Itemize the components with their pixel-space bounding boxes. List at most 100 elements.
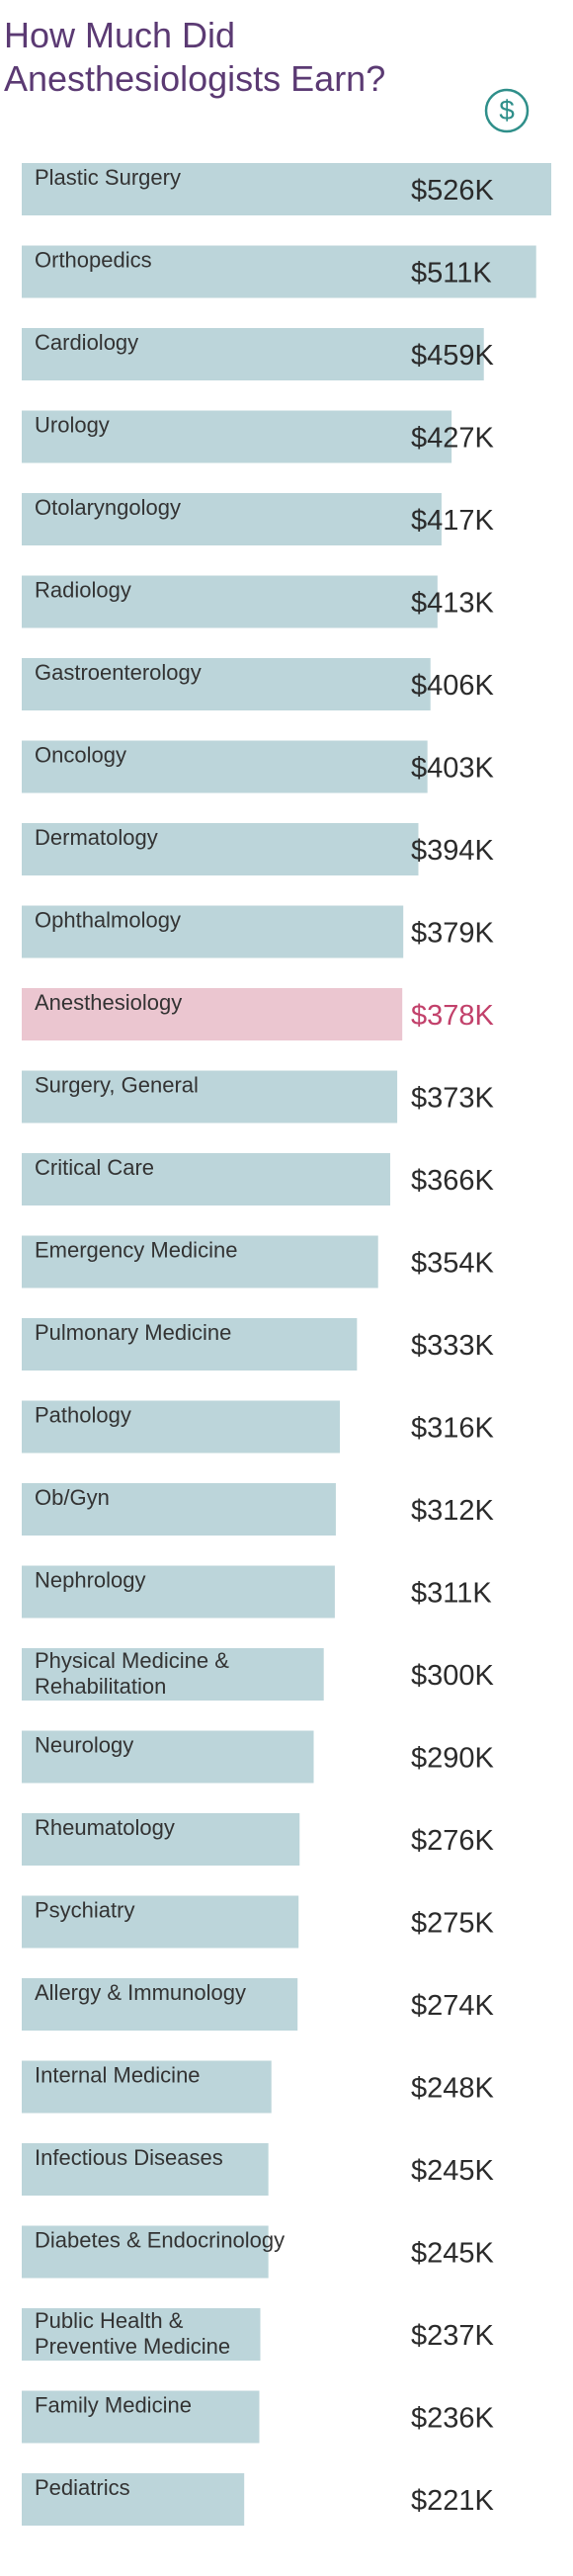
bar: [22, 410, 452, 463]
bar-row: Surgery, General $373K: [22, 1070, 495, 1123]
bar-category-label: Family Medicine: [35, 2393, 192, 2418]
bar: [22, 1813, 300, 1866]
bar-category-label: Internal Medicine: [35, 2063, 201, 2088]
bar-category-label: Gastroenterology: [35, 660, 202, 685]
bar: [22, 905, 404, 958]
bar-value-label: $379K: [411, 918, 495, 950]
bar-category-label: Ophthalmology: [35, 908, 181, 933]
bar-row: Critical Care $366K: [22, 1153, 495, 1205]
bar-value-label: $406K: [411, 670, 495, 702]
dollar-circle-icon: $: [484, 88, 530, 133]
bar-row: Plastic Surgery $526K: [22, 163, 551, 215]
bar-row: Family Medicine $236K: [22, 2390, 495, 2444]
bar-category-label: Surgery, General: [35, 1073, 199, 1098]
bar-value-label: $236K: [411, 2403, 495, 2435]
bar-category-label: Emergency Medicine: [35, 1238, 237, 1263]
bar-value-label: $403K: [411, 753, 495, 785]
bar-row: Radiology $413K: [22, 575, 495, 628]
bar-category-label: Diabetes & Endocrinology: [35, 2228, 285, 2253]
bar-category-label: Anesthesiology: [35, 990, 182, 1015]
page-title: How Much Did Anesthesiologists Earn?: [4, 15, 386, 99]
bar-value-label: $417K: [411, 505, 495, 537]
bar-value-label: $459K: [411, 340, 495, 372]
bar-value-label: $394K: [411, 835, 495, 867]
bar-row: Orthopedics $511K: [22, 245, 536, 298]
bar: [22, 1153, 390, 1205]
bar-row: Nephrology $311K: [22, 1565, 492, 1619]
bar: [22, 1318, 358, 1371]
bar-category-label: Cardiology: [35, 330, 138, 355]
bar: [22, 1895, 299, 1949]
bar-category-label: Orthopedics: [35, 248, 152, 273]
bar: [22, 1565, 335, 1619]
bar-category-label: Radiology: [35, 578, 131, 603]
bar-value-label: $333K: [411, 1330, 495, 1362]
bar-row: Infectious Diseases $245K: [22, 2143, 495, 2196]
bar-category-label: Nephrology: [35, 1568, 146, 1593]
bar-row: Ob/Gyn $312K: [22, 1483, 495, 1536]
bar-row: Oncology $403K: [22, 740, 495, 793]
bar-value-label: $221K: [411, 2485, 495, 2517]
bar: [22, 740, 428, 793]
bar-row: Cardiology $459K: [22, 328, 495, 380]
bar-value-label: $354K: [411, 1248, 495, 1280]
bar-category-label: Dermatology: [35, 825, 158, 850]
bar-category-label: Allergy & Immunology: [35, 1980, 246, 2005]
bar-category-label: Otolaryngology: [35, 495, 181, 520]
bar-category-label: Physical Medicine & Rehabilitation: [35, 1648, 229, 1699]
bar-value-label: $290K: [411, 1743, 495, 1775]
bar-row: Gastroenterology $406K: [22, 658, 495, 710]
bar-category-label: Pathology: [35, 1403, 131, 1428]
bar-value-label: $274K: [411, 1990, 495, 2022]
bar-value-label: $312K: [411, 1495, 495, 1527]
bar-category-label: Rheumatology: [35, 1815, 175, 1840]
bar: [22, 575, 438, 628]
svg-text:$: $: [499, 95, 515, 125]
bar: [22, 1070, 398, 1123]
bar-row: Psychiatry $275K: [22, 1895, 495, 1949]
bar-row: Allergy & Immunology $274K: [22, 1978, 495, 2031]
bar-value-label: $366K: [411, 1165, 495, 1197]
bar-category-label: Critical Care: [35, 1155, 154, 1180]
bar-value-label: $311K: [411, 1578, 492, 1610]
bar-value-label: $373K: [411, 1083, 495, 1115]
bar-category-label: Neurology: [35, 1733, 133, 1758]
bar-value-label: $511K: [411, 258, 492, 290]
bar-value-label: $413K: [411, 588, 495, 620]
bar-row: Physical Medicine & Rehabilitation $300K: [22, 1648, 495, 1701]
bar-category-label: Ob/Gyn: [35, 1485, 110, 1510]
bar: [22, 1648, 324, 1701]
bar-category-label: Pediatrics: [35, 2475, 130, 2500]
bar: [22, 2308, 261, 2361]
bar-value-label: $427K: [411, 423, 495, 455]
bar-value-label: $275K: [411, 1908, 495, 1940]
bar: [22, 163, 551, 215]
bar: [22, 2143, 269, 2196]
bar: [22, 1730, 314, 1784]
bar-row: Pulmonary Medicine $333K: [22, 1318, 495, 1371]
bar-value-label: $276K: [411, 1825, 495, 1857]
bar: [22, 2060, 272, 2114]
bar-row: Dermatology $394K: [22, 823, 495, 875]
bar-category-label: Plastic Surgery: [35, 165, 181, 190]
bar: [22, 823, 419, 875]
bar: [22, 658, 431, 710]
bar: [22, 2473, 245, 2526]
bar-value-label: $245K: [411, 2238, 495, 2270]
bar-value-label: $248K: [411, 2073, 495, 2105]
bar-value-label: $316K: [411, 1413, 495, 1445]
bar: [22, 2225, 269, 2279]
bar-category-label: Infectious Diseases: [35, 2145, 223, 2170]
bar: [22, 1235, 378, 1288]
bar-value-label: $245K: [411, 2155, 495, 2187]
bar-category-label: Oncology: [35, 743, 126, 768]
bar: [22, 2390, 260, 2444]
bar-value-label: $378K: [411, 1000, 495, 1032]
bar-row: Rheumatology $276K: [22, 1813, 495, 1866]
bar-row: Internal Medicine $248K: [22, 2060, 495, 2114]
bar-category-label: Pulmonary Medicine: [35, 1320, 231, 1345]
bar-row: Otolaryngology $417K: [22, 493, 495, 545]
bar-value-label: $300K: [411, 1660, 495, 1692]
bar: [22, 245, 536, 298]
